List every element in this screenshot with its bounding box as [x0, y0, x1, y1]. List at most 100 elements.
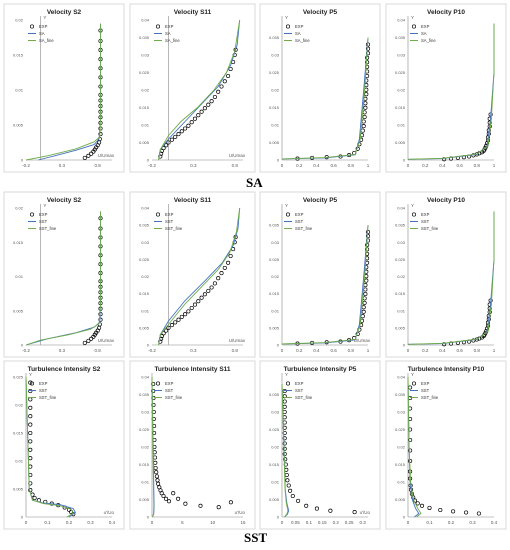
- x-axis-label: u'/Uo: [235, 510, 246, 515]
- panel-frame: [385, 360, 507, 530]
- exp-data-point: [28, 414, 33, 419]
- exp-data-point: [365, 234, 371, 239]
- x-tick-label: 15: [240, 520, 246, 525]
- legend-label: SST: [295, 219, 304, 224]
- y-tick-label: 0.005: [13, 308, 24, 313]
- chart-title: Velocity P5: [303, 197, 338, 204]
- x-tick-label: 0.2: [296, 348, 303, 353]
- exp-data-point: [171, 491, 176, 496]
- panel-frame: [259, 360, 381, 530]
- exp-data-point: [166, 499, 172, 504]
- y-tick-label: 0.03: [141, 53, 150, 58]
- x-tick-label: 0.3: [190, 348, 197, 353]
- y-tick-label: 0.015: [13, 240, 24, 245]
- y-tick-label: 0.025: [139, 70, 150, 75]
- y-tick-label: 0.03: [397, 410, 406, 415]
- exp-data-point: [363, 291, 368, 297]
- y-axis-label: Y: [285, 203, 288, 208]
- exp-data-point: [285, 478, 290, 483]
- exp-data-point: [362, 300, 367, 305]
- exp-data-point: [286, 483, 291, 488]
- x-tick-label: 0.3: [469, 520, 476, 525]
- exp-data-point: [86, 338, 91, 343]
- chart-panel: Turbulence Intensity P5 0 0.005 0.01 0.015 0.…: [259, 360, 381, 530]
- x-axis-label: U/Umax: [98, 153, 115, 158]
- exp-data-point: [89, 336, 94, 341]
- exp-data-point: [415, 501, 420, 506]
- y-tick-label: 0.04: [397, 18, 406, 23]
- y-tick-label: 0.005: [13, 487, 24, 492]
- x-tick-label: 0.8: [348, 348, 355, 353]
- chart-panel: Turbulence Intensity P10 0 0.005 0.01 0.015 0…: [385, 360, 507, 530]
- chart-panel: Velocity P5 0 0.005 0.01 0.015 0.02 0.025 0.03 0…: [259, 3, 381, 173]
- x-tick-label: 1: [367, 348, 370, 353]
- legend-label: SA_fine: [165, 38, 180, 43]
- y-tick-label: 0.035: [269, 35, 280, 40]
- x-tick-label: 0: [151, 520, 154, 525]
- exp-data-point: [283, 457, 288, 462]
- x-tick-label: 0.8: [232, 348, 239, 353]
- exp-data-point: [186, 309, 191, 314]
- exp-data-point: [296, 498, 301, 503]
- legend-marker: [411, 212, 417, 217]
- legend-marker: [29, 212, 35, 217]
- exp-data-point: [362, 114, 367, 120]
- y-tick-label: 0.02: [397, 88, 406, 93]
- y-axis-label: Y: [43, 203, 46, 208]
- x-axis-label: u'/Uo: [360, 510, 371, 515]
- x-tick-label: 0.3: [87, 520, 94, 525]
- chart-panel: Velocity P10 0 0.005 0.01 0.015 0.02 0.025 0.03…: [385, 3, 507, 173]
- exp-data-point: [173, 320, 178, 325]
- y-tick-label: 0.01: [397, 308, 406, 313]
- chart-title: Velocity P10: [427, 9, 465, 16]
- x-tick-label: 1: [493, 163, 496, 168]
- exp-data-point: [202, 106, 207, 111]
- y-tick-label: 0: [21, 343, 24, 348]
- exp-data-point: [216, 505, 221, 510]
- legend-label: SA_fine: [421, 38, 436, 43]
- legend-marker: [155, 24, 161, 29]
- chart-title: Velocity S2: [47, 197, 82, 204]
- y-tick-label: 0.005: [395, 497, 406, 502]
- y-tick-label: 0.04: [141, 18, 150, 23]
- legend-label: SST_fine: [295, 226, 313, 231]
- series-line-sst-fine: [281, 383, 289, 518]
- x-tick-label: 0.15: [318, 520, 327, 525]
- exp-data-point: [408, 437, 413, 443]
- chart-panel: Velocity P10 0 0.005 0.01 0.015 0.02 0.025 0.03…: [385, 191, 507, 358]
- legend-label: EXP: [421, 24, 430, 29]
- exp-data-point: [158, 154, 163, 159]
- y-tick-label: 0.01: [141, 308, 150, 313]
- exp-data-point: [363, 105, 368, 110]
- y-tick-label: 0.005: [269, 497, 280, 502]
- series-line-sa-fine: [158, 19, 241, 161]
- y-tick-label: 0.03: [397, 240, 406, 245]
- y-tick-label: 0.015: [139, 291, 150, 296]
- panel-frame: [129, 191, 256, 358]
- series-line-sst: [158, 207, 241, 346]
- y-tick-label: 0.03: [271, 240, 280, 245]
- exp-data-point: [328, 508, 333, 513]
- x-tick-label: 0.05: [291, 520, 300, 525]
- exp-data-point: [154, 474, 159, 479]
- legend-label: EXP: [295, 381, 304, 386]
- y-tick-label: 0.025: [269, 427, 280, 432]
- y-tick-label: 0.005: [139, 497, 150, 502]
- x-tick-label: 0: [407, 163, 410, 168]
- legend-label: SST_fine: [39, 226, 57, 231]
- legend-label: SST: [165, 219, 174, 224]
- exp-data-point: [196, 113, 201, 118]
- exp-data-point: [219, 271, 224, 276]
- y-tick-label: 0.015: [139, 462, 150, 467]
- legend-label: EXP: [295, 212, 304, 217]
- exp-data-point: [219, 84, 224, 89]
- y-tick-label: 0.01: [141, 123, 150, 128]
- y-tick-label: 0.02: [141, 88, 150, 93]
- chart-panel: Velocity S11 0 0.005 0.01 0.015 0.02 0.025 0.03…: [129, 191, 256, 358]
- series-line-sa-fine: [281, 37, 369, 160]
- x-tick-label: 10: [210, 520, 216, 525]
- legend-label: SST_fine: [39, 395, 57, 400]
- x-tick-label: 0: [281, 163, 284, 168]
- panel-frame: [129, 360, 256, 530]
